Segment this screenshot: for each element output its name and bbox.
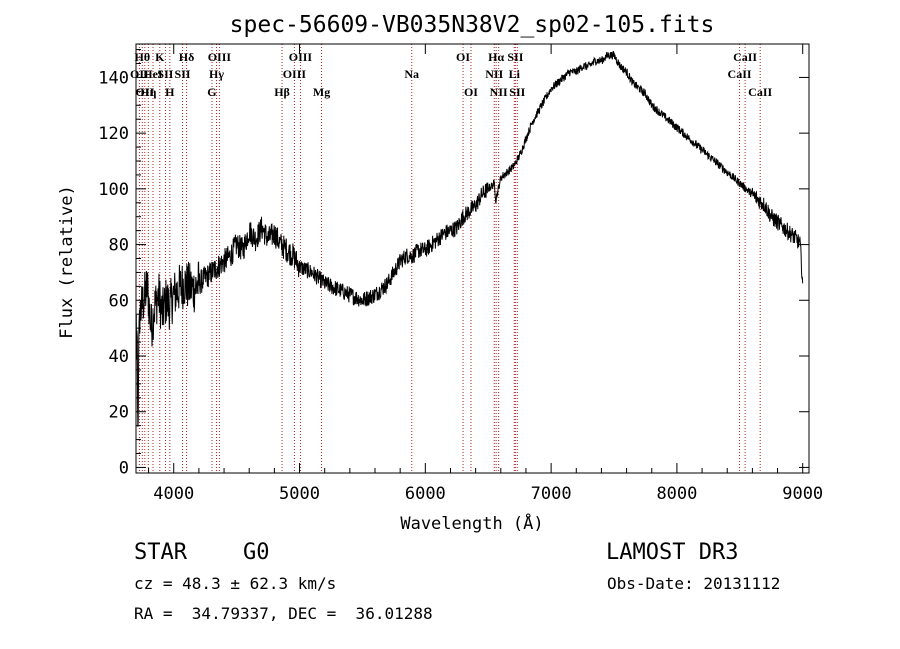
- spectral-line-label: SII: [157, 67, 173, 81]
- sky-coordinates: RA = 34.79337, DEC = 36.01288: [134, 604, 433, 623]
- spectral-line-label: SII: [509, 85, 525, 99]
- spectral-line-label: CaII: [748, 85, 772, 99]
- spectral-line-label: Hδ: [179, 50, 195, 64]
- spectral-line-label: SII: [507, 50, 523, 64]
- y-tick-label: 0: [119, 458, 129, 478]
- spectral-line-label: Hβ: [274, 85, 290, 99]
- redshift-velocity: cz = 48.3 ± 62.3 km/s: [134, 574, 337, 593]
- survey-name: LAMOST DR3: [606, 540, 739, 565]
- y-tick-label: 20: [109, 403, 129, 423]
- x-axis-label: Wavelength (Å): [400, 512, 543, 534]
- x-tick-label: 7000: [531, 484, 572, 504]
- spectral-line-label: Hη: [140, 85, 156, 99]
- spectral-line-label: CaII: [728, 67, 752, 81]
- spectral-line-label: OI: [464, 85, 478, 99]
- spectral-line-label: NII: [490, 85, 508, 99]
- spectral-line-labels: OIIHθOIIHηHeIKSIIHHδSIIGHγOIIIHβOIIIOIII…: [130, 50, 772, 99]
- spectral-line-label: HeI: [143, 67, 163, 81]
- x-tick-label: 5000: [279, 484, 320, 504]
- y-tick-label: 100: [98, 180, 129, 200]
- object-class: STAR: [134, 540, 187, 565]
- spectral-line-label: OIII: [208, 50, 232, 64]
- y-tick-label: 120: [98, 124, 129, 144]
- spectral-line-label: OIII: [283, 67, 307, 81]
- spectral-line-label: H: [165, 85, 175, 99]
- x-tick-label: 4000: [153, 484, 194, 504]
- y-axis: 0 20 40 60 80 100 120 140: [98, 49, 809, 478]
- spectral-line-label: K: [155, 50, 165, 64]
- spectral-line-label: SII: [175, 67, 191, 81]
- x-tick-label: 8000: [656, 484, 697, 504]
- spectral-line-label: Hα: [488, 50, 504, 64]
- observation-date: Obs-Date: 20131112: [607, 574, 781, 593]
- x-tick-label: 6000: [405, 484, 446, 504]
- chart-title: spec-56609-VB035N38V2_sp02-105.fits: [230, 12, 715, 38]
- y-tick-label: 60: [109, 291, 129, 311]
- object-subclass: G0: [243, 540, 270, 565]
- y-tick-label: 140: [98, 68, 129, 88]
- x-tick-label: 9000: [782, 484, 823, 504]
- spectral-line-label: OI: [456, 50, 470, 64]
- x-axis: 4000 5000 6000 7000 8000 9000: [148, 44, 823, 504]
- spectral-line-label: Hθ: [134, 50, 150, 64]
- spectral-line-label: Li: [509, 67, 521, 81]
- spectral-line-label: G: [207, 85, 216, 99]
- spectral-line-label: Mg: [313, 85, 330, 99]
- spectral-line-markers: [138, 44, 761, 473]
- spectral-line-label: NII: [485, 67, 503, 81]
- spectral-line-label: CaII: [733, 50, 757, 64]
- plot-frame: [135, 43, 810, 474]
- spectral-line-label: Na: [404, 67, 419, 81]
- y-axis-label: Flux (relative): [57, 185, 77, 339]
- y-tick-label: 80: [109, 236, 129, 256]
- spectral-line-label: OII: [135, 85, 154, 99]
- spectrum-series-line: [135, 50, 804, 427]
- spectral-line-label: OIII: [289, 50, 313, 64]
- spectrum-chart: spec-56609-VB035N38V2_sp02-105.fits OIIH…: [57, 12, 823, 534]
- y-tick-label: 40: [109, 347, 129, 367]
- spectral-line-label: Hγ: [209, 67, 224, 81]
